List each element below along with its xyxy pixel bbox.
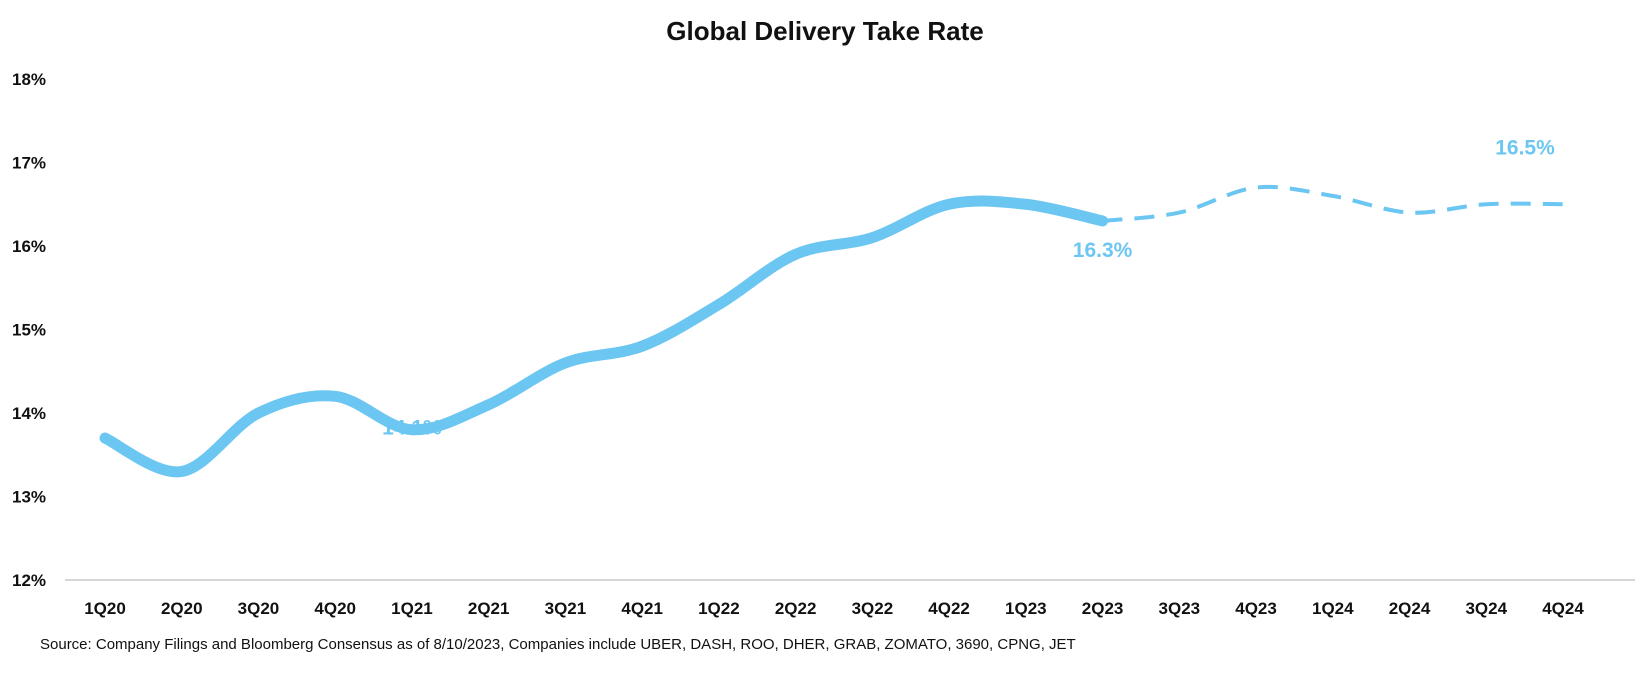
x-tick-label: 2Q21 (468, 599, 510, 618)
x-tick-label: 1Q20 (84, 599, 126, 618)
y-tick-label: 18% (12, 70, 46, 89)
series-layer (99, 184, 1564, 478)
x-tick-label: 1Q22 (698, 599, 740, 618)
chart-title: Global Delivery Take Rate (666, 16, 984, 46)
y-tick-label: 15% (12, 321, 46, 340)
x-tick-label: 4Q22 (928, 599, 970, 618)
x-tick-label: 3Q24 (1465, 599, 1507, 618)
y-axis-ticks: 12% 13% 14% 15% 16% 17% 18% (12, 70, 46, 590)
x-tick-label: 4Q24 (1542, 599, 1584, 618)
y-tick-label: 14% (12, 404, 46, 423)
data-label: 14.1% (382, 417, 442, 440)
x-tick-label: 4Q21 (621, 599, 663, 618)
series-line-forecast (1102, 184, 1564, 223)
series-line-actual (99, 195, 1109, 478)
x-tick-label: 2Q22 (775, 599, 817, 618)
data-labels: 14.1% 16.3% 16.5% (382, 136, 1555, 439)
x-tick-label: 4Q20 (314, 599, 356, 618)
y-tick-label: 12% (12, 571, 46, 590)
x-tick-label: 3Q23 (1159, 599, 1201, 618)
x-axis-ticks: 1Q20 2Q20 3Q20 4Q20 1Q21 2Q21 3Q21 4Q21 1Q22 2Q22… (84, 599, 1584, 618)
x-tick-label: 1Q23 (1005, 599, 1047, 618)
x-tick-label: 3Q22 (852, 599, 894, 618)
x-tick-label: 3Q21 (545, 599, 587, 618)
x-tick-label: 2Q23 (1082, 599, 1124, 618)
y-tick-label: 16% (12, 237, 46, 256)
x-tick-label: 1Q21 (391, 599, 433, 618)
data-label: 16.5% (1495, 136, 1555, 159)
source-note: Source: Company Filings and Bloomberg Co… (40, 636, 1076, 653)
x-tick-label: 1Q24 (1312, 599, 1354, 618)
y-tick-label: 17% (12, 154, 46, 173)
y-tick-label: 13% (12, 488, 46, 507)
data-label: 16.3% (1073, 239, 1133, 262)
x-tick-label: 3Q20 (238, 599, 280, 618)
x-tick-label: 4Q23 (1235, 599, 1277, 618)
x-tick-label: 2Q20 (161, 599, 203, 618)
x-tick-label: 2Q24 (1389, 599, 1431, 618)
